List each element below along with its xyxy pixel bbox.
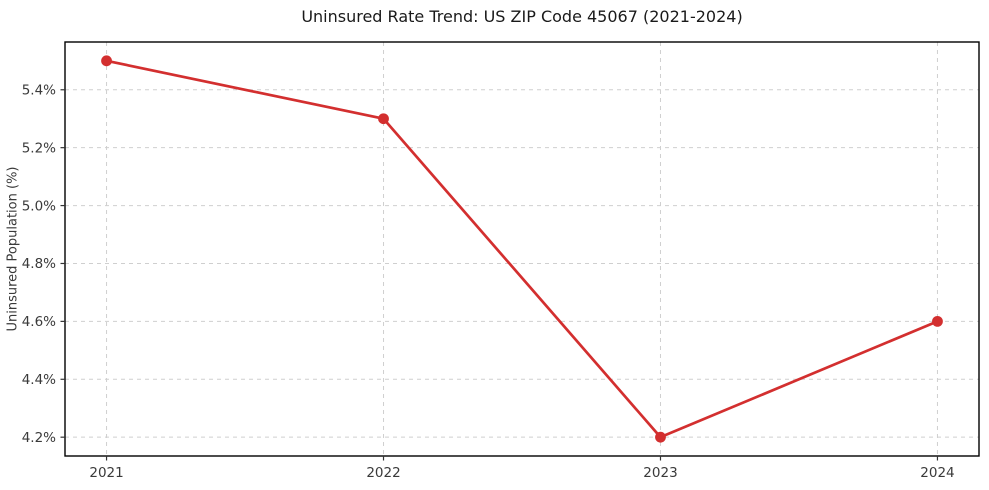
y-tick-label: 5.4% [22, 82, 56, 98]
y-tick-label: 5.0% [22, 198, 56, 214]
chart-title: Uninsured Rate Trend: US ZIP Code 45067 … [301, 7, 743, 26]
data-point-marker [101, 55, 112, 67]
y-tick-label: 4.4% [22, 372, 56, 388]
plot-border [64, 41, 980, 457]
y-tick-label: 5.2% [22, 140, 56, 156]
data-point-marker [378, 113, 389, 125]
x-tick-label: 2021 [89, 465, 123, 481]
y-tick-label: 4.6% [22, 314, 56, 330]
x-tick-label: 2024 [920, 465, 954, 481]
trend-line [105, 59, 939, 439]
y-tick-label: 4.2% [22, 430, 56, 446]
y-tick-label: 4.8% [22, 256, 56, 272]
x-tick-label: 2022 [366, 465, 400, 481]
x-tick-label: 2023 [643, 465, 677, 481]
data-point-marker [655, 431, 666, 443]
data-point-marker [932, 315, 943, 327]
